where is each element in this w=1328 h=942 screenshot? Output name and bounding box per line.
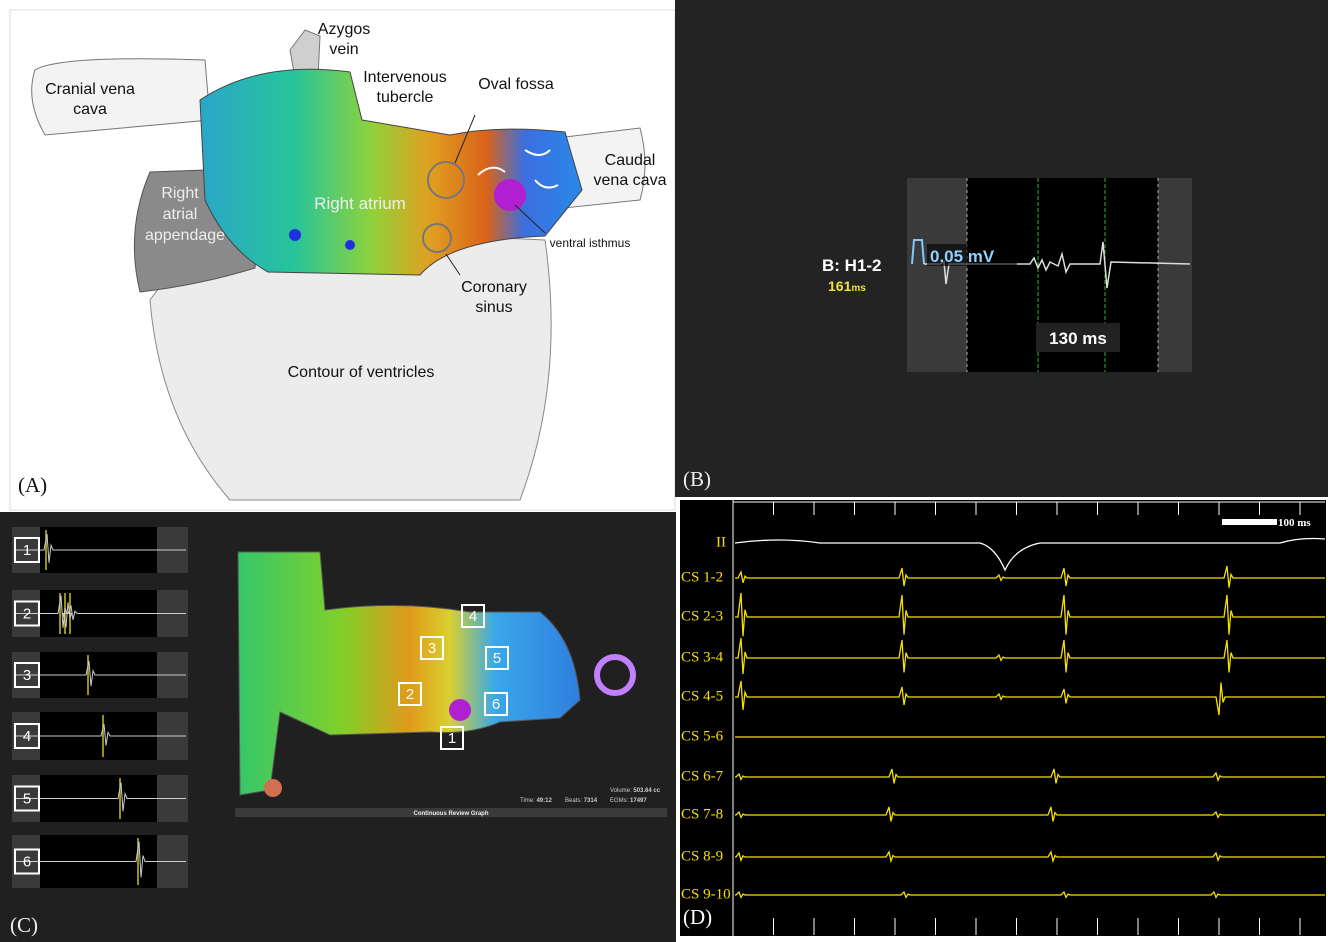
channel-label: CS 8-9 — [681, 848, 723, 864]
map-spot — [494, 179, 526, 211]
map-number: 6 — [492, 696, 500, 713]
strip-number: 2 — [23, 605, 31, 622]
map-spot — [289, 229, 301, 241]
strip-number: 6 — [23, 853, 31, 870]
stat: Time: 49:12 — [520, 798, 552, 804]
line: sinus — [475, 299, 512, 316]
map-number: 2 — [406, 686, 414, 703]
footer: Continuous Review Graph — [413, 811, 488, 817]
value: 503.64 cc — [633, 788, 660, 794]
line: Intervenous — [363, 69, 447, 86]
channel-label: CS 5-6 — [681, 728, 724, 744]
channel-label: II — [716, 534, 726, 550]
panel-label: (B) — [683, 467, 711, 491]
line: vein — [329, 41, 358, 58]
map-number: 4 — [469, 608, 477, 625]
stat: EGMs: 17497 — [610, 798, 647, 804]
panel-d: 100 ms (D) II CS 1-2 CS 2-3 CS 3-4 CS 4-5 CS … — [678, 497, 1328, 942]
channel-label: CS 3-4 — [681, 649, 724, 665]
interval: 130 ms — [1049, 329, 1107, 348]
panel-label: (D) — [683, 905, 712, 929]
annotation: Contour of ventricles — [288, 364, 435, 381]
line: ventral isthmus — [550, 236, 631, 250]
line: Contour of ventricles — [288, 364, 435, 381]
channel-label: CS 9-10 — [681, 886, 731, 902]
map-spot — [345, 240, 355, 250]
channel-label: CS 4-5 — [681, 688, 723, 704]
scale-bar — [1222, 519, 1277, 525]
line: atrial — [163, 206, 198, 223]
channel-label: CS 6-7 — [681, 768, 724, 784]
line: Caudal — [605, 152, 656, 169]
map-spot — [449, 699, 471, 721]
stat: Volume: 503.64 cc — [610, 788, 661, 794]
line: Right — [161, 185, 199, 202]
map-number: 1 — [448, 730, 456, 747]
line: Coronary — [461, 279, 527, 296]
map-spot — [264, 779, 282, 797]
annotation: Right atrium — [314, 194, 406, 213]
line: Oval fossa — [478, 76, 554, 93]
annotation: ventral isthmus — [550, 236, 631, 250]
scale-label: 100 ms — [1278, 517, 1311, 529]
annotation: Oval fossa — [478, 76, 554, 93]
line: Azygos — [318, 21, 370, 38]
map-number: 3 — [428, 640, 436, 657]
panel-b: B: H1-2 161ms 0.05 mV 130 ms (B) — [675, 0, 1328, 497]
strip-number: 5 — [23, 790, 31, 807]
channel-label: B: H1-2 — [822, 256, 882, 275]
line: Right atrium — [314, 194, 406, 213]
value: 7314 — [584, 798, 598, 804]
strip-number: 1 — [23, 542, 31, 559]
value: 161 — [828, 278, 852, 294]
channel-label: CS 1-2 — [681, 569, 723, 585]
panel-a: Azygos vein Cranial vena cava Intervenous t… — [10, 10, 675, 510]
map-number: 5 — [493, 650, 501, 667]
egm-band — [1158, 178, 1192, 372]
channel-label: CS 2-3 — [681, 608, 723, 624]
label: EGMs: — [610, 798, 629, 804]
line: Cranial vena — [45, 81, 135, 98]
amplitude: 0.05 mV — [930, 247, 995, 266]
channel-label: CS 7-8 — [681, 806, 723, 822]
line: tubercle — [377, 89, 434, 106]
strip-number: 4 — [23, 728, 31, 745]
panel-label: (C) — [10, 913, 38, 937]
label: Time: — [520, 798, 535, 804]
label: Beats: — [565, 798, 582, 804]
panel-label: (A) — [18, 473, 47, 497]
value: 49:12 — [536, 798, 552, 804]
value: 17497 — [630, 798, 647, 804]
label: Volume: — [610, 788, 632, 794]
line: vena cava — [594, 172, 667, 189]
strip-number: 3 — [23, 667, 31, 684]
egm-band — [907, 178, 967, 372]
unit: ms — [851, 283, 866, 294]
line: appendage — [145, 227, 225, 244]
line: cava — [73, 101, 107, 118]
panel-c: Continuous Review Graph Time: 49:12 Beat… — [0, 512, 676, 942]
figure: Azygos vein Cranial vena cava Intervenous t… — [0, 0, 1328, 942]
stat: Beats: 7314 — [565, 798, 598, 804]
